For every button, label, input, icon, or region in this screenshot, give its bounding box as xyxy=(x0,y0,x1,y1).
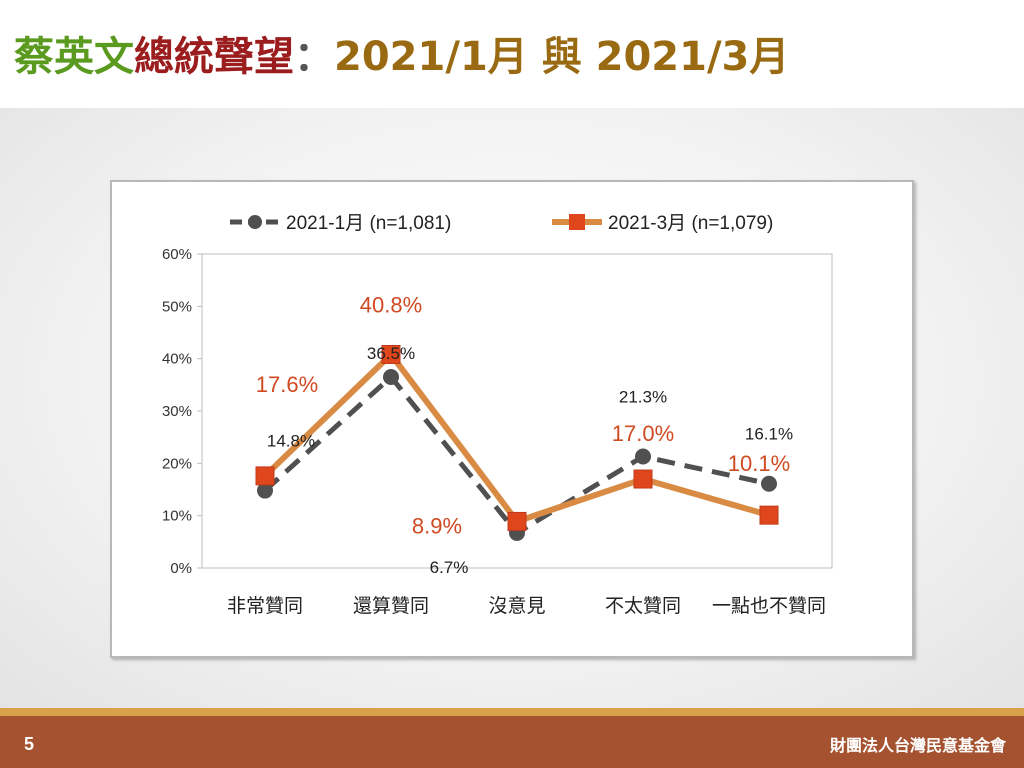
data-label-2021-03: 17.0% xyxy=(612,421,674,446)
data-point-2021-01 xyxy=(257,482,273,499)
data-point-2021-01 xyxy=(761,475,777,492)
data-label-2021-03: 8.9% xyxy=(412,513,462,538)
title-colon: ： xyxy=(294,34,334,80)
footer-stripe xyxy=(0,708,1024,716)
y-tick-label: 0% xyxy=(170,560,192,577)
data-point-2021-01 xyxy=(635,448,651,465)
legend-label-2021-03: 2021-3月 (n=1,079) xyxy=(608,213,773,234)
title-name: 蔡英文 xyxy=(14,34,134,80)
chart-panel: 0% 10% 20% 30% 40% 50% 60% 非常贊同 還算贊同 沒意見 不太贊同 一點也不贊… xyxy=(110,180,914,658)
x-category-label: 不太贊同 xyxy=(605,595,681,617)
data-point-2021-03 xyxy=(381,344,401,364)
data-label-2021-01: 36.5% xyxy=(367,344,415,363)
data-point-2021-03 xyxy=(507,511,527,531)
y-tick-label: 40% xyxy=(162,351,192,368)
data-label-2021-03: 10.1% xyxy=(728,451,790,476)
data-label-2021-01: 16.1% xyxy=(745,425,793,444)
y-tick-label: 20% xyxy=(162,455,192,472)
title-topic: 總統聲望 xyxy=(134,34,294,80)
data-point-2021-03 xyxy=(255,466,275,486)
data-point-2021-01 xyxy=(383,368,399,385)
y-tick-label: 60% xyxy=(162,246,192,263)
data-label-2021-01: 14.8% xyxy=(267,432,315,451)
x-category-label: 一點也不贊同 xyxy=(712,595,826,617)
y-tick-label: 30% xyxy=(162,403,192,420)
data-label-2021-01: 6.7% xyxy=(430,558,469,577)
data-point-2021-03 xyxy=(633,469,653,489)
page-number: 5 xyxy=(24,734,35,754)
page-title: 蔡英文總統聲望：2021/1月 與 2021/3月 xyxy=(14,22,789,92)
data-label-2021-03: 17.6% xyxy=(256,372,318,397)
legend-marker-2021-01 xyxy=(248,215,262,229)
data-point-2021-03 xyxy=(759,505,779,525)
legend-marker-2021-03 xyxy=(569,214,585,230)
legend-label-2021-01: 2021-1月 (n=1,081) xyxy=(286,213,451,234)
x-category-label: 非常贊同 xyxy=(227,595,303,617)
x-category-label: 沒意見 xyxy=(488,595,545,617)
x-category-label: 還算贊同 xyxy=(353,595,429,617)
data-label-2021-03: 40.8% xyxy=(360,292,422,317)
title-period: 2021/1月 與 2021/3月 xyxy=(334,34,790,80)
line-chart: 0% 10% 20% 30% 40% 50% 60% 非常贊同 還算贊同 沒意見 不太贊同 一點也不贊… xyxy=(162,213,833,617)
y-tick-label: 10% xyxy=(162,508,192,525)
y-tick-label: 50% xyxy=(162,298,192,315)
organization-name: 財團法人台灣民意基金會 xyxy=(829,736,1006,755)
data-label-2021-01: 21.3% xyxy=(619,388,667,407)
footer-bar xyxy=(0,716,1024,768)
